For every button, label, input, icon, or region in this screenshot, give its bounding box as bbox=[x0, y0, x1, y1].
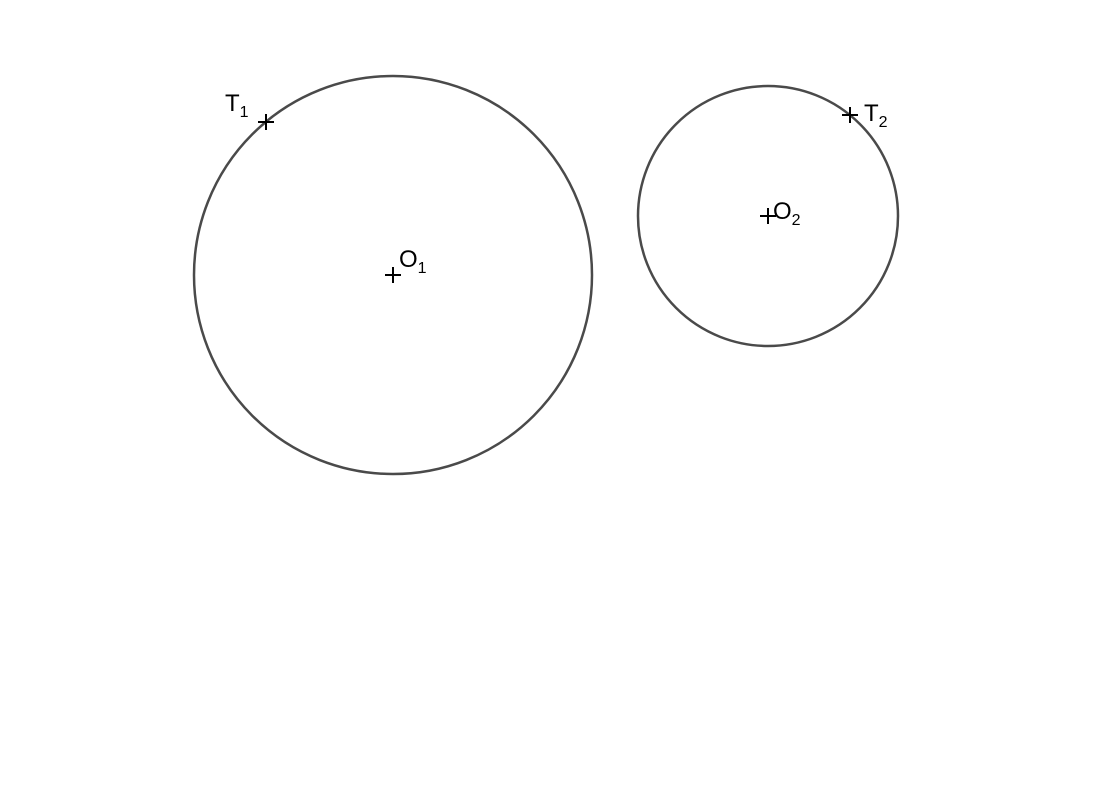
tangent-label-1: T1 bbox=[225, 90, 249, 122]
center-label-1: O1 bbox=[399, 246, 427, 278]
markers bbox=[258, 107, 858, 283]
tangent-label-2: T2 bbox=[864, 100, 888, 132]
center-label-2: O2 bbox=[773, 198, 801, 230]
geometry-diagram bbox=[0, 0, 1120, 792]
